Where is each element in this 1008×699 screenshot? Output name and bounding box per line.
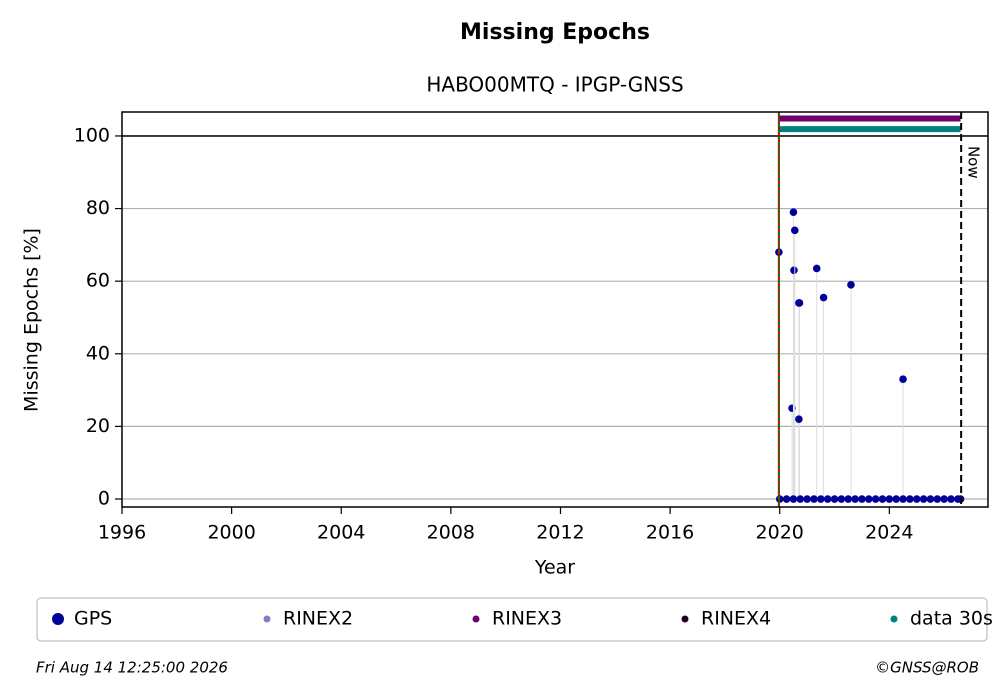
data-point	[858, 495, 866, 503]
x-axis-label: Year	[534, 557, 575, 579]
y-tick-label: 80	[86, 197, 110, 219]
x-tick-label: 1996	[98, 522, 146, 544]
data-point	[947, 495, 955, 503]
data-point	[795, 299, 804, 307]
x-tick-label: 2004	[317, 522, 365, 544]
legend-label: GPS	[74, 608, 112, 630]
data-point	[899, 375, 907, 384]
legend-marker	[472, 615, 480, 623]
footer-date: Fri Aug 14 12:25:00 2026	[36, 659, 228, 677]
data-point	[864, 495, 873, 503]
legend-marker	[890, 615, 898, 623]
data-point	[823, 495, 832, 503]
x-tick-label: 2000	[207, 522, 255, 544]
data-point	[790, 226, 799, 235]
legend-marker	[681, 615, 689, 623]
data-point	[871, 495, 880, 503]
data-point	[812, 264, 821, 273]
data-point	[892, 495, 900, 503]
footer-credit: ©GNSS@ROB	[875, 659, 979, 677]
data-point	[782, 495, 791, 503]
legend-label: RINEX4	[701, 608, 771, 630]
data-point	[940, 495, 948, 503]
x-tick-label: 2008	[427, 522, 475, 544]
data-point	[830, 495, 839, 503]
legend-marker	[263, 615, 271, 623]
data-point	[851, 495, 859, 503]
data-point	[803, 495, 811, 503]
data-point	[926, 495, 935, 503]
data-point	[912, 495, 921, 503]
data-point	[899, 495, 907, 503]
y-tick-label: 0	[98, 488, 110, 510]
x-tick-label: 2016	[646, 522, 694, 544]
x-tick-label: 2012	[536, 522, 584, 544]
data-point	[844, 495, 853, 503]
y-tick-label: 40	[86, 342, 110, 364]
data-point	[906, 495, 914, 503]
legend-label: RINEX2	[283, 608, 353, 630]
data-point	[796, 495, 805, 503]
data-point	[789, 208, 798, 217]
chart-title: Missing Epochs	[460, 20, 650, 45]
data-point	[795, 415, 803, 423]
data-point	[790, 266, 798, 275]
data-point	[837, 495, 846, 503]
legend-label: data 30s	[910, 608, 993, 630]
legend-label: RINEX3	[492, 608, 562, 630]
x-tick-label: 2024	[865, 522, 913, 544]
x-tick-label: 2020	[756, 522, 804, 544]
data-point	[847, 281, 855, 289]
chart-subtitle: HABO00MTQ - IPGP-GNSS	[426, 73, 683, 97]
data-point	[817, 495, 825, 503]
now-label: Now	[965, 146, 983, 179]
legend-box	[36, 597, 988, 642]
plot-frame	[121, 111, 989, 508]
data-point	[878, 495, 887, 503]
data-point	[885, 495, 894, 503]
data-point	[819, 293, 828, 302]
data-point	[919, 495, 928, 503]
legend-marker	[52, 613, 64, 625]
y-tick-label: 100	[74, 124, 110, 146]
y-tick-label: 20	[86, 415, 110, 437]
y-axis-label: Missing Epochs [%]	[21, 228, 43, 412]
data-point	[810, 495, 818, 503]
data-point	[933, 495, 942, 503]
y-tick-label: 60	[86, 270, 110, 292]
data-point	[789, 495, 798, 503]
